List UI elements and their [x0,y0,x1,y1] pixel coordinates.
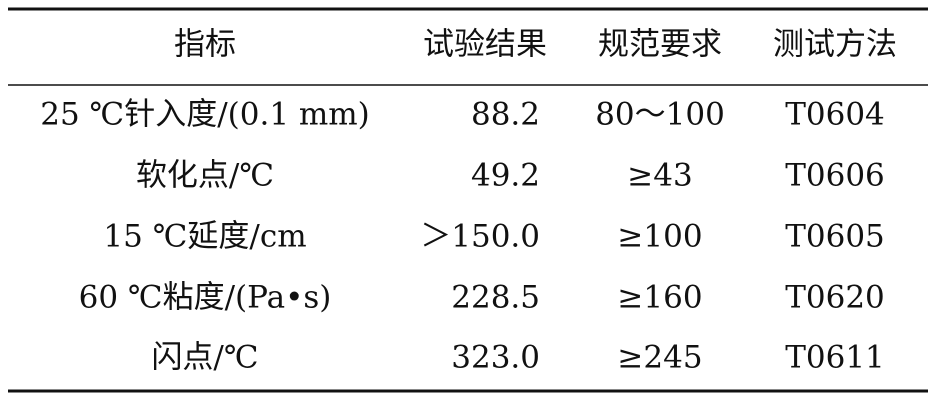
table-cell: 88.2 [471,97,540,133]
table-cell: T0605 [785,219,885,255]
table-cell: ≥43 [627,158,692,194]
table-cell: T0611 [785,340,885,376]
table-cell: 25 ℃针入度/(0.1 mm) [40,97,370,133]
table-cell: T0606 [785,158,885,194]
header-cell: 规范要求 [598,27,722,63]
table-cell: T0604 [785,97,885,133]
header-cell: 指标 [174,27,236,63]
table-cell: ≥160 [617,280,702,316]
table-cell: ≥100 [617,219,702,255]
table-cell: ＞150.0 [420,219,540,255]
table-cell: T0620 [785,280,885,316]
table-cell: 323.0 [451,340,540,376]
table-cell: 49.2 [471,158,540,194]
header-cell: 试验结果 [423,27,547,63]
table-cell: 80～100 [595,97,725,133]
table-cell: ≥245 [617,340,702,376]
table-cell: 软化点/℃ [136,158,274,194]
table-cell: 228.5 [451,280,540,316]
table-cell: 闪点/℃ [151,340,258,376]
header-cell: 测试方法 [773,27,897,63]
table-cell: 15 ℃延度/cm [103,219,306,255]
table-cell: 60 ℃粘度/(Pa•s) [79,280,332,316]
